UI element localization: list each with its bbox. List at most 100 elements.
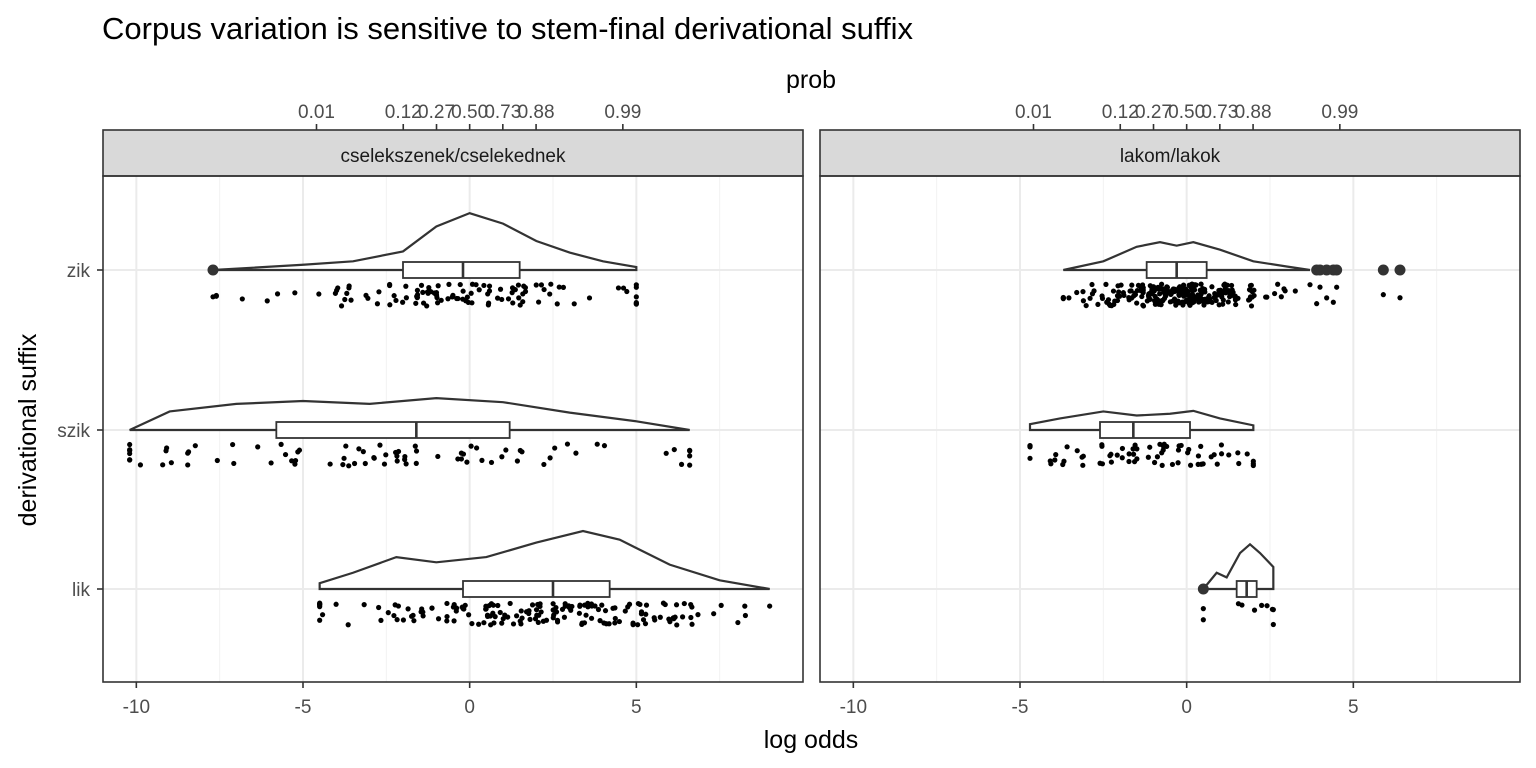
- data-point: [1099, 293, 1105, 299]
- data-point: [213, 293, 219, 299]
- data-point: [1151, 459, 1158, 466]
- data-point: [1074, 289, 1080, 296]
- data-point: [343, 443, 349, 449]
- data-point: [127, 441, 133, 448]
- secondary-axis-title: prob: [786, 66, 836, 94]
- y-tick-label-lik: lik: [72, 580, 90, 601]
- data-point: [483, 603, 489, 609]
- data-point: [1126, 294, 1132, 301]
- x-tick-label: 0: [464, 697, 475, 718]
- data-point: [597, 618, 603, 624]
- panel-2: lakom/lakok-10 -5 0 50.01 0.120.270.500.730.…: [819, 102, 1521, 718]
- data-point: [481, 620, 487, 626]
- data-point: [594, 441, 600, 447]
- data-point: [1160, 443, 1166, 449]
- data-point: [413, 448, 420, 454]
- data-point: [1246, 297, 1252, 303]
- data-point: [1235, 601, 1242, 607]
- data-point: [1380, 292, 1386, 298]
- x-tick-label: 5: [1348, 697, 1359, 718]
- data-point: [633, 299, 639, 306]
- data-point: [168, 460, 174, 466]
- data-point: [620, 285, 627, 291]
- data-point: [1112, 298, 1118, 304]
- data-point: [1244, 451, 1250, 457]
- data-point: [387, 302, 393, 308]
- data-point: [1228, 282, 1235, 289]
- data-point: [1089, 281, 1095, 288]
- data-point: [420, 300, 427, 306]
- data-point: [393, 297, 399, 304]
- data-point: [505, 296, 512, 302]
- data-point: [595, 606, 602, 613]
- panel-border: [819, 175, 1521, 683]
- data-point: [566, 603, 572, 609]
- data-point: [268, 460, 274, 466]
- data-point: [481, 282, 487, 289]
- data-point: [499, 296, 505, 303]
- data-point: [1281, 286, 1287, 292]
- data-point: [513, 613, 520, 619]
- data-point: [1110, 288, 1117, 294]
- data-point: [1116, 289, 1122, 295]
- data-point: [1064, 444, 1070, 450]
- data-point: [499, 620, 505, 626]
- data-point: [679, 614, 686, 620]
- data-point: [468, 290, 474, 296]
- data-point: [1115, 283, 1121, 289]
- data-point: [476, 287, 482, 293]
- data-point: [468, 443, 474, 449]
- group-lik: [1197, 542, 1276, 628]
- data-point: [550, 601, 556, 607]
- data-point: [458, 456, 465, 462]
- data-point: [185, 449, 192, 455]
- data-point: [547, 291, 553, 297]
- data-point: [510, 300, 516, 306]
- data-point: [678, 461, 685, 467]
- data-point: [541, 461, 547, 468]
- panel-1: cselekszenek/cselekednek-10 -5 0 50.01 0.120…: [102, 102, 804, 718]
- x-tick-label: 0: [1181, 697, 1192, 718]
- data-point: [1199, 286, 1205, 293]
- data-point: [1164, 284, 1171, 290]
- panel-border: [102, 175, 804, 683]
- data-point: [494, 295, 501, 301]
- data-point: [1147, 290, 1153, 296]
- data-point: [509, 285, 516, 291]
- data-point: [1105, 297, 1112, 303]
- data-point: [1187, 293, 1193, 299]
- data-point: [402, 456, 408, 463]
- group-zik: [207, 211, 639, 309]
- data-point: [376, 604, 382, 611]
- data-point: [497, 286, 504, 292]
- data-point: [1128, 288, 1134, 294]
- data-point: [536, 612, 542, 618]
- data-point: [541, 286, 547, 293]
- data-point: [1248, 303, 1255, 309]
- data-point: [1200, 606, 1206, 612]
- data-point: [767, 603, 773, 609]
- data-point: [346, 463, 352, 469]
- data-point: [1146, 294, 1152, 300]
- data-point: [510, 621, 517, 627]
- data-point: [1176, 291, 1182, 298]
- data-point: [667, 619, 673, 625]
- data-point: [1226, 452, 1232, 458]
- data-point: [535, 619, 541, 626]
- data-point: [362, 460, 368, 467]
- data-point: [1217, 287, 1224, 293]
- data-point: [651, 615, 657, 621]
- data-point: [1208, 454, 1214, 460]
- data-point: [1140, 287, 1146, 293]
- data-point: [689, 621, 695, 627]
- data-point: [400, 617, 407, 623]
- group-szik: [127, 396, 693, 469]
- data-point: [1116, 293, 1123, 299]
- data-point: [1264, 294, 1270, 300]
- data-point: [413, 460, 419, 466]
- data-point: [1083, 302, 1089, 309]
- data-point: [535, 299, 542, 305]
- data-point: [490, 610, 496, 616]
- data-point: [360, 449, 366, 455]
- data-point: [517, 618, 523, 624]
